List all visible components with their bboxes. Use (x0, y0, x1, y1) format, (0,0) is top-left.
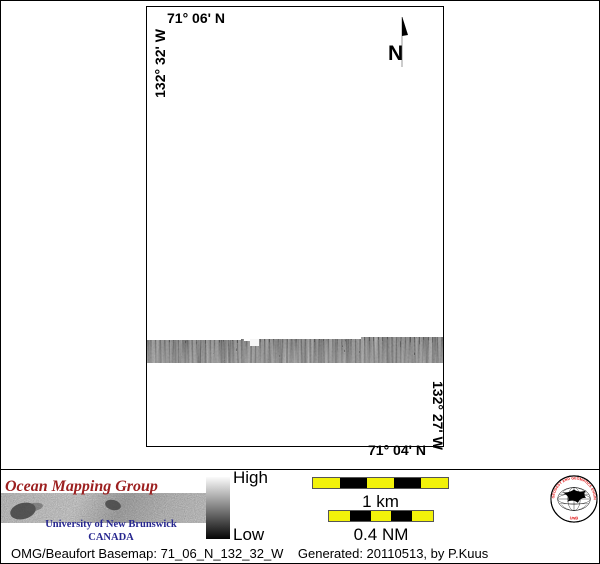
svg-text:UNB: UNB (569, 515, 578, 520)
svg-text:N: N (388, 42, 403, 65)
